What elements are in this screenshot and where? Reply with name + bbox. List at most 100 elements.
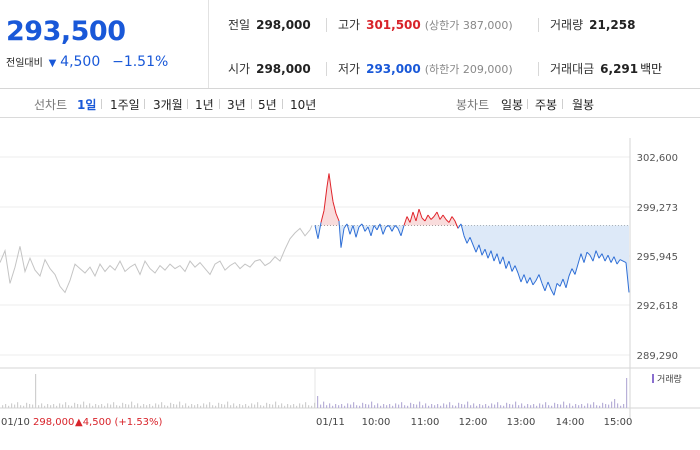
volume-bar (404, 405, 406, 408)
volume-bar (464, 404, 466, 408)
y-tick-label: 299,273 (637, 203, 678, 214)
volume-bar (113, 402, 115, 408)
volume-bar (572, 405, 574, 408)
volume-bar (41, 403, 43, 408)
volume-bar (80, 404, 82, 408)
area-fill-segment (524, 225, 527, 284)
volume-bar (35, 374, 37, 408)
volume-bar (416, 404, 418, 408)
amount-value: 6,291 (600, 62, 639, 76)
x-tick-label: 12:00 (459, 417, 488, 428)
volume-bar (290, 405, 292, 408)
tab-1day[interactable]: 1일 (77, 98, 97, 112)
x-tick-label: 15:00 (604, 417, 633, 428)
current-price: 293,500 (6, 16, 126, 47)
area-fill-segment (560, 225, 563, 287)
area-fill-segment (572, 225, 575, 275)
tab-divider (251, 99, 252, 109)
area-fill-segment (626, 225, 629, 293)
area-fill-segment (575, 225, 578, 275)
volume-bar (461, 404, 463, 408)
area-fill-segment (431, 216, 434, 226)
quote-header: 293,500 전일대비 ▼ 4,500 −1.51% 전일 298,000 고가… (0, 0, 700, 89)
volume-bar (443, 403, 445, 408)
volume-bar (335, 404, 337, 408)
y-tick-label: 302,600 (637, 153, 678, 164)
tab-weekly-candle[interactable]: 주봉 (535, 98, 558, 112)
volume-bar (374, 405, 376, 408)
volume-bar (563, 401, 565, 408)
tab-1year[interactable]: 1년 (195, 98, 214, 112)
area-fill-segment (596, 225, 599, 259)
upper-limit: (상한가 387,000) (424, 19, 513, 32)
y-tick-label: 289,290 (637, 351, 678, 362)
area-fill-segment (428, 215, 431, 226)
volume-bar (122, 402, 124, 408)
volume-bar (281, 403, 283, 408)
tab-3months[interactable]: 3개월 (153, 98, 183, 112)
area-fill-segment (548, 225, 551, 290)
volume-bar (476, 405, 478, 408)
x-tick-label: 14:00 (556, 417, 585, 428)
area-fill-segment (614, 225, 617, 265)
volume-bar (134, 405, 136, 408)
volume-bar (77, 404, 79, 408)
volume-bar (440, 405, 442, 408)
volume-label: 거래량 (550, 18, 584, 32)
volume-bar (320, 404, 322, 408)
tab-divider (282, 99, 283, 109)
volume-bar (353, 402, 355, 408)
prev-day-change: ▲4,500 (+1.53%) (75, 417, 163, 428)
area-fill-segment (557, 225, 560, 287)
area-fill-segment (521, 225, 524, 282)
tab-daily-candle[interactable]: 일봉 (501, 98, 524, 112)
volume-bar (344, 405, 346, 408)
tab-divider (187, 99, 188, 109)
volume-bar (59, 403, 61, 408)
volume-bar (197, 404, 199, 408)
volume-bar (62, 404, 64, 408)
tab-divider (562, 99, 563, 109)
volume-bar (437, 404, 439, 408)
volume-bar (254, 404, 256, 408)
volume-bar (326, 405, 328, 408)
price-chart[interactable]: 302,600 299,273 295,945 292,618 289,290 … (0, 118, 700, 450)
volume-bar (569, 403, 571, 408)
area-fill-segment (542, 225, 545, 291)
volume-bar (605, 404, 607, 408)
volume-bar (278, 405, 280, 408)
volume-legend: 거래량 (657, 373, 682, 385)
area-fill-segment (590, 225, 593, 262)
area-fill-segment (506, 225, 509, 269)
volume-value: 21,258 (589, 18, 636, 32)
volume-bar (308, 405, 310, 408)
volume-bar (584, 405, 586, 408)
area-fill-segment (566, 225, 569, 288)
tab-monthly-candle[interactable]: 월봉 (572, 98, 595, 112)
x-tick-label: 01/11 (316, 417, 345, 428)
tab-1week[interactable]: 1주일 (110, 98, 140, 112)
high-value: 301,500 (366, 18, 421, 32)
volume-bar (236, 405, 238, 408)
volume-bar (2, 405, 4, 408)
volume-bar (509, 404, 511, 408)
tab-divider (527, 99, 528, 109)
tab-divider (144, 99, 145, 109)
volume-bar (608, 404, 610, 408)
tab-10years[interactable]: 10년 (290, 98, 317, 112)
volume-bar (449, 402, 451, 408)
volume-bar (86, 405, 88, 408)
volume-bar (548, 405, 550, 408)
tab-5years[interactable]: 5년 (258, 98, 277, 112)
volume-bar (23, 405, 25, 408)
volume-bar (56, 405, 58, 408)
x-tick-label: 11:00 (411, 417, 440, 428)
area-fill-segment (500, 225, 503, 265)
stat-high: 고가 301,500 (상한가 387,000) (338, 16, 513, 33)
area-fill-segment (539, 225, 542, 284)
tab-3years[interactable]: 3년 (227, 98, 246, 112)
volume-bar (272, 404, 274, 408)
volume-bar (332, 405, 334, 408)
area-fill-segment (333, 201, 336, 226)
volume-bar (53, 404, 55, 408)
